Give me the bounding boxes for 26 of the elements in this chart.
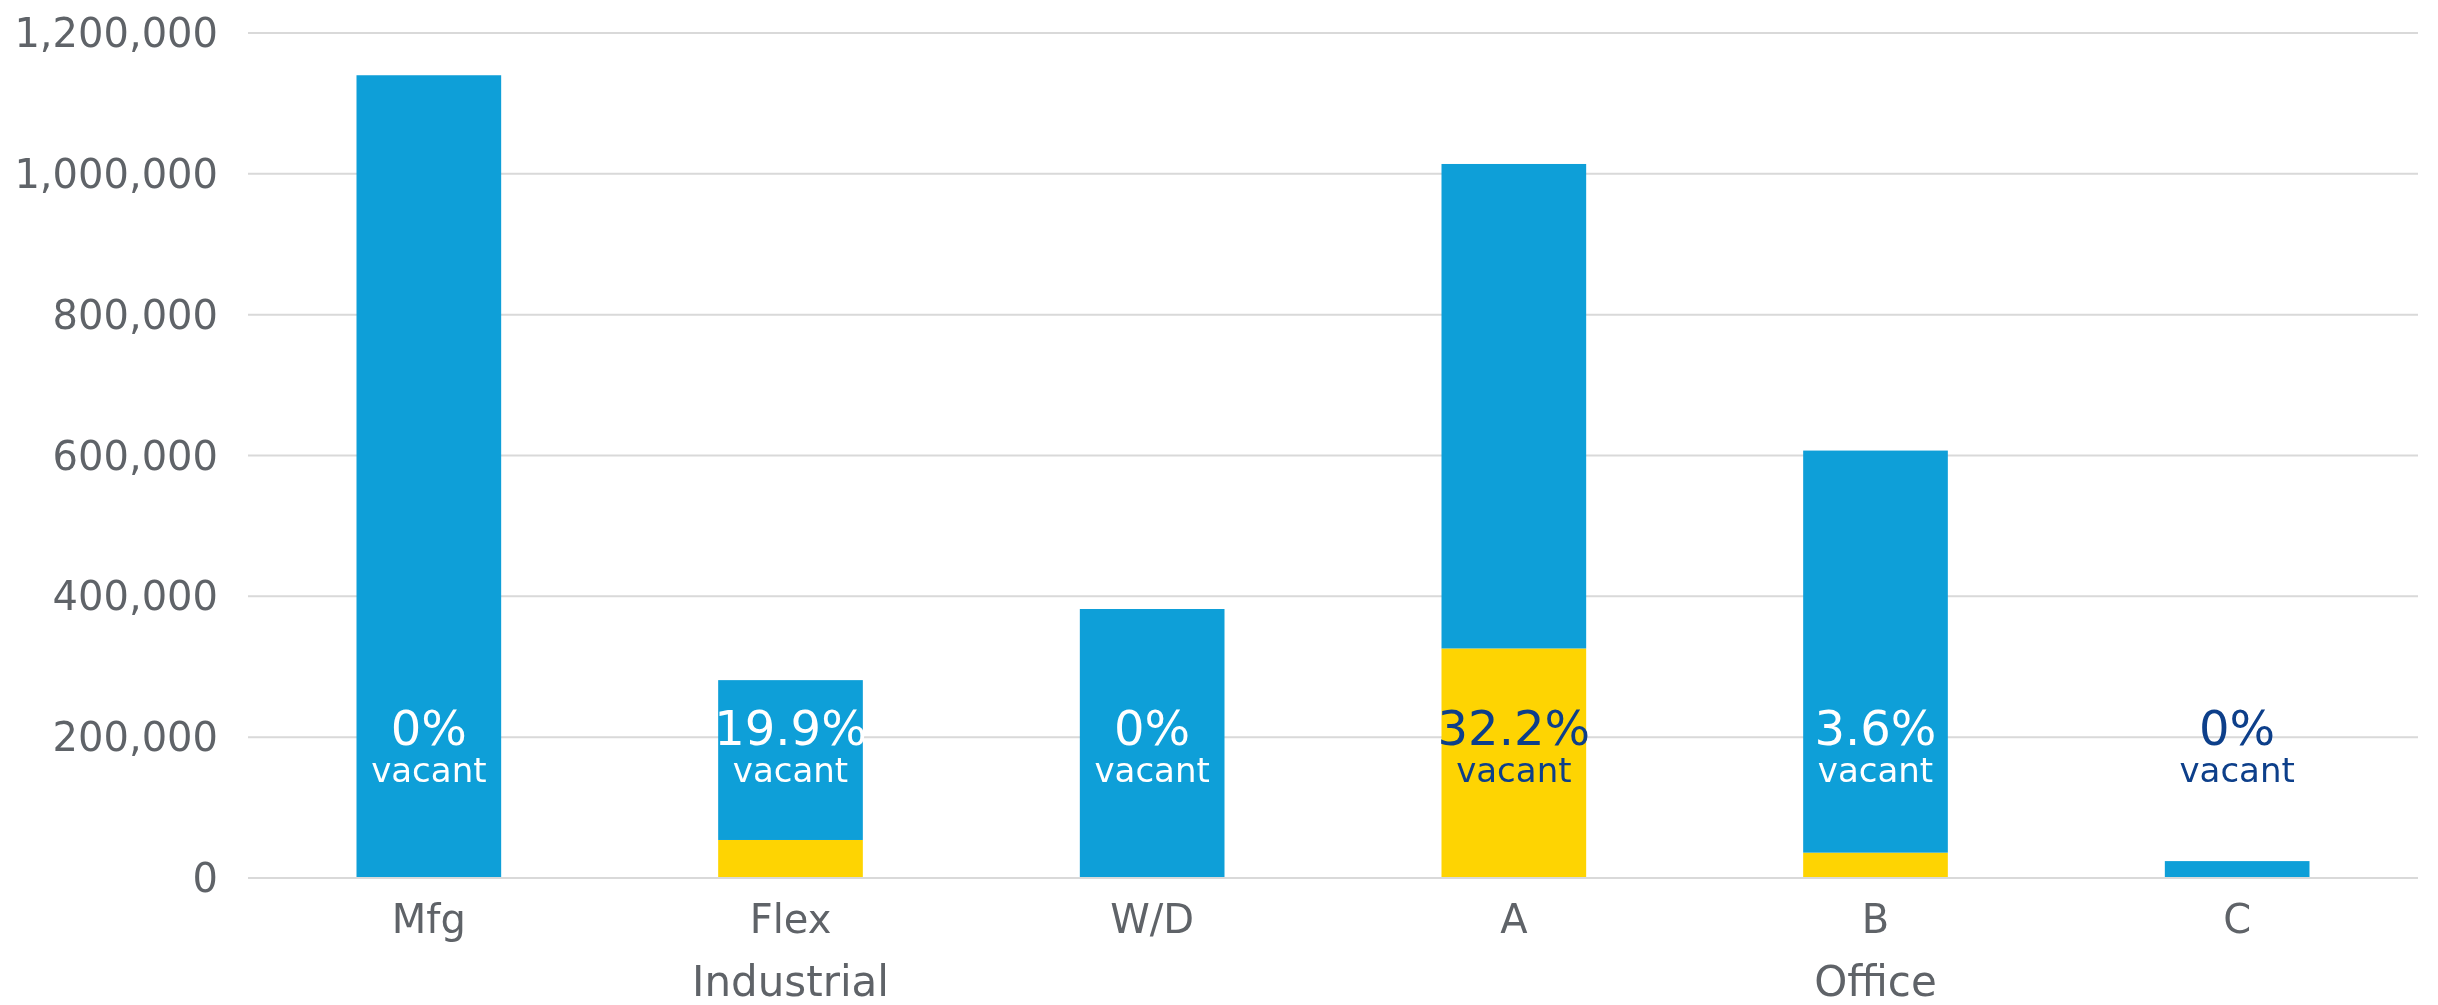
y-tick-label: 400,000 — [52, 573, 218, 620]
x-tick-label: A — [1500, 896, 1529, 942]
annotation: 0% vacant — [371, 699, 487, 791]
y-tick-label: 200,000 — [52, 714, 218, 761]
x-tick-label: W/D — [1110, 896, 1195, 942]
text: Office — [1814, 957, 1937, 1005]
bar — [356, 75, 502, 878]
x-tick-label: B — [1861, 896, 1890, 942]
y-tick-label: 0 — [192, 855, 218, 901]
text: Industrial — [692, 957, 889, 1005]
bar — [2164, 861, 2310, 878]
x-tick-label: Flex — [749, 896, 832, 942]
x-tick-label: C — [2223, 896, 2252, 942]
annotation: 3.6% vacant — [1814, 699, 1937, 791]
bar — [1079, 609, 1225, 878]
y-tick-label: 1,200,000 — [14, 10, 218, 56]
bar — [718, 839, 863, 878]
y-tick-label: 800,000 — [52, 291, 218, 338]
y-tick-label: 600,000 — [52, 432, 218, 479]
bar — [1803, 450, 1948, 853]
y-tick-label: 1,000,000 — [14, 150, 218, 197]
annotation: 0% vacant — [1094, 699, 1210, 791]
annotation: 0% vacant — [2179, 699, 2295, 791]
x-tick-label: Mfg — [391, 896, 466, 942]
bar — [1803, 852, 1948, 878]
bar — [1441, 163, 1587, 649]
